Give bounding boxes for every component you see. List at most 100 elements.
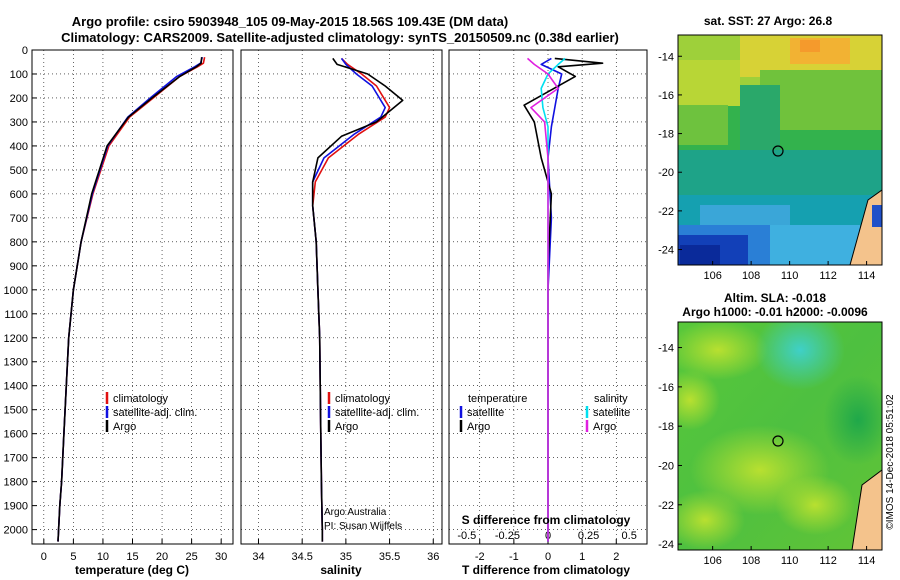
legend-label-climatology: climatology xyxy=(113,393,169,405)
map-y-tick-label: -18 xyxy=(658,129,674,141)
map-y-tick-label: -24 xyxy=(658,539,674,551)
temperature-legend: climatology satellite-adj. clim. Argo xyxy=(105,392,197,433)
depth-tick-label: 1400 xyxy=(4,381,28,393)
legend-title-salinity: salinity xyxy=(594,393,628,405)
temperature-axis-label: temperature (deg C) xyxy=(75,563,189,577)
depth-tick-label: 700 xyxy=(10,213,28,225)
salinity-difference-axis-label: S difference from climatology xyxy=(462,513,631,527)
legend-label-argo: Argo xyxy=(113,421,136,433)
legend-title-temperature: temperature xyxy=(468,393,527,405)
profile-lines xyxy=(57,56,604,542)
series-line-argo xyxy=(57,57,203,542)
x-tick-label: -1 xyxy=(509,551,519,563)
sst-map-image xyxy=(678,35,882,265)
x-tick-label: 35 xyxy=(340,551,352,563)
x-tick-label: 20 xyxy=(156,551,168,563)
map-x-tick-label: 112 xyxy=(819,555,837,567)
x-tick-label: 35.5 xyxy=(379,551,400,563)
legend-label-satellite: satellite-adj. clim. xyxy=(113,407,197,419)
x-tick-label: 1 xyxy=(579,551,585,563)
difference-axis-label: T difference from climatology xyxy=(462,563,630,577)
map-x-tick-label: 106 xyxy=(703,270,721,282)
depth-tick-label: 100 xyxy=(10,69,28,81)
depth-tick-label: 1200 xyxy=(4,333,28,345)
sst-map-frame xyxy=(677,34,883,266)
sla-map-image xyxy=(678,322,882,550)
depth-tick-label: 1700 xyxy=(4,453,28,465)
depth-tick-label: 600 xyxy=(10,189,28,201)
map-x-tick-label: 108 xyxy=(742,270,760,282)
series-line-climatology xyxy=(57,57,206,542)
legend-label-argo: Argo xyxy=(335,421,358,433)
legend-label-t-satellite: satellite xyxy=(467,407,504,419)
timestamp: ©IMOS 14-Dec-2018 05:51:02 xyxy=(885,394,896,530)
depth-tick-label: 500 xyxy=(10,165,28,177)
legend-label-t-argo: Argo xyxy=(467,421,490,433)
s-diff-tick-label: 0.5 xyxy=(622,530,637,542)
x-tick-label: 34 xyxy=(252,551,264,563)
map-y-tick-label: -18 xyxy=(658,421,674,433)
depth-tick-label: 400 xyxy=(10,141,28,153)
series-line-s-argo xyxy=(526,57,559,542)
map-x-tick-label: 114 xyxy=(858,270,876,282)
x-tick-label: 5 xyxy=(70,551,76,563)
map-y-tick-label: -14 xyxy=(658,343,674,355)
map-y-tick-label: -20 xyxy=(658,460,674,472)
x-tick-label: 0 xyxy=(41,551,47,563)
map-x-tick-label: 112 xyxy=(819,270,837,282)
depth-tick-labels: 0 100 200 300 400 500 600 700 800 900 1000 1100 1200… xyxy=(4,45,37,537)
depth-tick-label: 900 xyxy=(10,261,28,273)
map-y-tick-label: -24 xyxy=(658,245,674,257)
x-tick-label: 15 xyxy=(126,551,138,563)
series-line-climatology xyxy=(311,57,391,542)
credit-line1: Argo Australia xyxy=(324,507,387,518)
legend-label-s-argo: Argo xyxy=(593,421,616,433)
sla-argo-position-marker xyxy=(772,435,784,447)
map-x-tick-label: 106 xyxy=(703,555,721,567)
x-tick-label: 25 xyxy=(185,551,197,563)
series-line-satellite-adj-clim- xyxy=(57,56,204,542)
depth-tick-label: 200 xyxy=(10,93,28,105)
x-tick-label: 36 xyxy=(427,551,439,563)
legend-label-climatology: climatology xyxy=(335,393,391,405)
salinity-axis-label: salinity xyxy=(320,563,362,577)
depth-tick-label: 1800 xyxy=(4,477,28,489)
depth-tick-label: 1600 xyxy=(4,429,28,441)
map-x-tick-label: 110 xyxy=(781,555,799,567)
depth-tick-label: 1300 xyxy=(4,357,28,369)
s-diff-tick-label: -0.25 xyxy=(495,530,520,542)
series-line-t-argo xyxy=(523,57,604,542)
sla-map-ticks: 106 108 110 112 114 -14 -16 -18 -20 -22 -24 xyxy=(658,343,875,567)
map-y-tick-label: -16 xyxy=(658,382,674,394)
x-tick-label: 30 xyxy=(215,551,227,563)
depth-tick-label: 1100 xyxy=(4,309,28,321)
depth-tick-label: 1900 xyxy=(4,501,28,513)
difference-legend: temperature satellite Argo salinity sate… xyxy=(459,393,630,433)
salinity-legend: climatology satellite-adj. clim. Argo xyxy=(327,392,419,433)
map-x-tick-label: 110 xyxy=(781,270,799,282)
sst-map-ticks: 106 108 110 112 114 -14 -16 -18 -20 -22 -24 xyxy=(658,51,875,282)
depth-tick-label: 800 xyxy=(10,237,28,249)
series-line-t-satellite xyxy=(540,57,563,542)
sla-map-frame xyxy=(677,321,883,551)
x-tick-label: 10 xyxy=(97,551,109,563)
s-diff-tick-label: -0.5 xyxy=(457,530,476,542)
sst-argo-position-marker xyxy=(772,145,784,157)
sst-map-title: sat. SST: 27 Argo: 26.8 xyxy=(704,14,833,28)
x-tick-label: 0 xyxy=(545,551,551,563)
map-y-tick-label: -22 xyxy=(658,206,674,218)
credit-line2: PI: Susan Wijffels xyxy=(324,521,402,532)
grid-lines xyxy=(32,49,647,544)
depth-tick-label: 1500 xyxy=(4,405,28,417)
figure-title-line2: Climatology: CARS2009. Satellite-adjuste… xyxy=(61,30,619,45)
sla-map-title-line1: Altim. SLA: -0.018 xyxy=(724,291,826,305)
x-tick-label: 2 xyxy=(613,551,619,563)
series-line-argo xyxy=(311,57,404,542)
map-x-tick-label: 108 xyxy=(742,555,760,567)
depth-tick-label: 1000 xyxy=(4,285,28,297)
s-diff-tick-label: 0.25 xyxy=(578,530,599,542)
map-y-tick-label: -14 xyxy=(658,51,674,63)
series-line-satellite-adj-clim- xyxy=(311,57,386,542)
legend-label-satellite: satellite-adj. clim. xyxy=(335,407,419,419)
